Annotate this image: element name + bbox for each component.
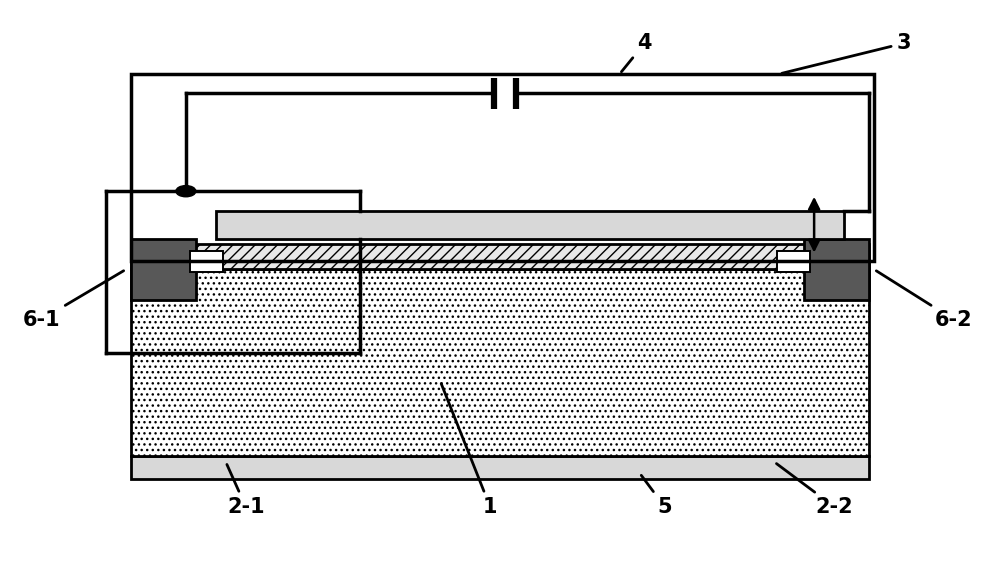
Text: 4: 4 [621, 33, 652, 72]
Text: 6-2: 6-2 [876, 271, 973, 329]
Bar [131, 456, 869, 479]
Text: 3: 3 [782, 33, 911, 73]
Text: 6-1: 6-1 [22, 271, 124, 329]
Text: 2-1: 2-1 [227, 465, 265, 517]
Bar [216, 211, 844, 238]
Bar [777, 251, 810, 272]
Bar [804, 238, 869, 300]
Bar [131, 244, 869, 269]
Text: 1: 1 [441, 384, 497, 517]
Text: 5: 5 [641, 475, 672, 517]
Text: 2-2: 2-2 [776, 463, 853, 517]
Bar [190, 251, 223, 272]
Circle shape [176, 186, 196, 197]
Bar [131, 238, 196, 300]
Bar [131, 269, 869, 456]
Bar [131, 74, 874, 261]
